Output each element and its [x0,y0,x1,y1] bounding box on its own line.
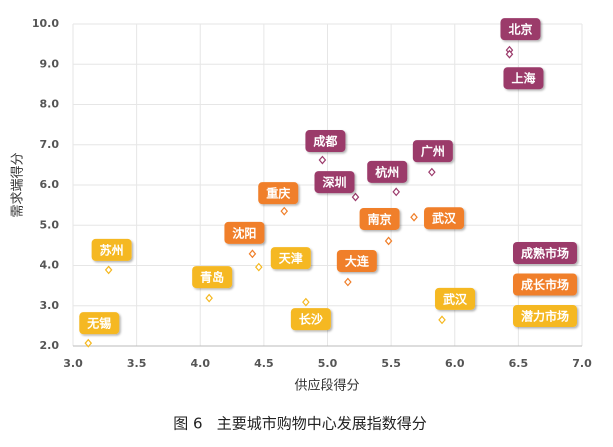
legend-label: 潜力市场 [521,309,569,324]
point-label: 大连 [345,254,370,269]
point-label-box [91,238,132,261]
point [438,315,446,325]
legend-label: 成熟市场 [521,246,569,261]
x-tick-label: 3.5 [127,357,147,370]
point-label: 武汉 [432,211,457,226]
caption: 图 6 主要城市购物中心发展指数得分 [173,415,427,433]
point-label: 广州 [421,144,445,159]
y-tick-label: 6.0 [40,178,60,191]
point-label: 上海 [511,71,535,86]
point [104,265,113,275]
point-label: 苏州 [100,242,124,257]
point-label: 南京 [368,211,392,226]
point [505,49,514,59]
point-label: 深圳 [322,175,346,190]
point-label: 武汉 [443,291,468,306]
point-label-box [79,312,120,335]
point-label-box [424,207,465,230]
point-label-box [359,207,400,230]
point-label: 成都 [313,134,337,149]
x-tick-label: 5.0 [318,357,338,370]
legend-label-box [513,242,577,264]
point-label: 沈阳 [232,225,256,240]
y-tick-label: 3.0 [40,299,60,312]
point-label-box [290,308,331,331]
x-tick-label: 4.0 [191,357,211,370]
point-label: 天津 [279,251,303,266]
legend-label-box [513,273,577,296]
legend-label-box [513,305,577,327]
point [280,206,289,216]
point-label-box [500,18,541,41]
point-label-box [192,266,233,289]
point [410,212,418,222]
point-label: 青岛 [200,270,224,285]
point-label-box [412,140,453,163]
x-tick-label: 3.0 [63,357,83,370]
x-tick-label: 5.5 [381,357,401,370]
point-label-box [314,171,355,194]
x-tick-label: 7.0 [572,357,592,370]
point-label: 无锡 [86,316,111,331]
y-axis-label: 需求端得分 [10,152,26,217]
point [318,155,327,165]
point-label-box [435,287,476,310]
point-label: 北京 [508,22,532,37]
point [254,262,263,272]
point [205,293,213,303]
point [384,236,393,246]
y-tick-label: 8.0 [40,98,60,111]
point-label-box [503,67,544,90]
y-tick-label: 4.0 [40,259,60,272]
x-tick-label: 4.5 [254,357,274,370]
point [428,167,436,177]
point [344,277,352,287]
point-label: 杭州 [375,164,399,179]
x-tick-label: 6.5 [509,357,529,370]
point [351,192,360,202]
y-tick-label: 9.0 [40,57,60,70]
point-label-box [258,182,299,205]
point-label-box [224,221,265,244]
y-tick-label: 5.0 [40,218,60,231]
point [248,249,257,259]
point-label-box [336,250,377,273]
point [302,297,310,307]
point-label: 重庆 [266,186,290,201]
point-label-box [305,130,346,153]
point-label-box [270,247,311,270]
x-tick-label: 6.0 [445,357,465,370]
point [84,338,93,348]
y-tick-label: 2.0 [40,339,60,352]
legend-label: 成长市场 [521,277,569,292]
point-label: 长沙 [299,312,323,327]
y-tick-label: 10.0 [32,17,59,30]
point [392,187,401,197]
point-label-box [367,160,408,183]
y-tick-label: 7.0 [40,138,60,151]
x-axis-label: 供应段得分 [294,378,359,394]
